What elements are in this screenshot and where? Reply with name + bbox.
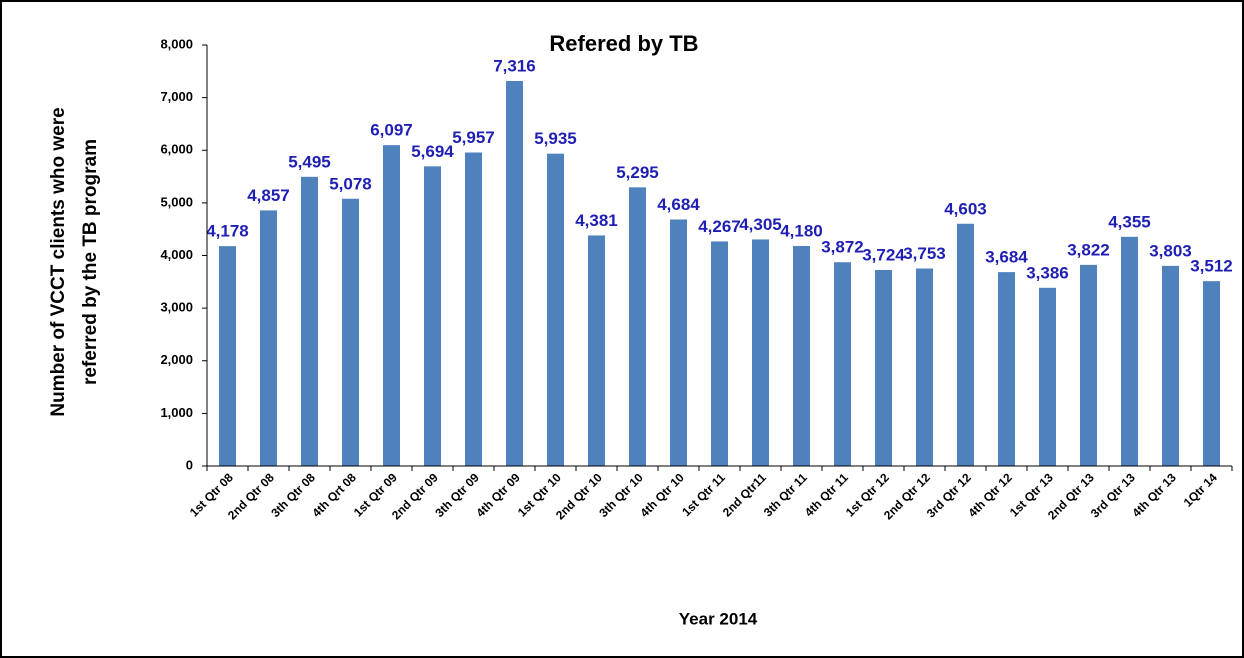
y-axis-title-line: referred by the TB program: [80, 139, 101, 385]
data-label: 5,295: [616, 163, 659, 182]
data-label: 7,316: [493, 56, 536, 75]
data-label: 3,386: [1026, 263, 1069, 282]
bar: [629, 187, 646, 466]
bar: [1080, 264, 1097, 466]
bar: [342, 198, 359, 466]
data-label: 3,803: [1149, 241, 1192, 260]
bar: [424, 166, 441, 466]
data-label: 3,684: [985, 248, 1028, 267]
bar: [383, 145, 400, 466]
bar: [834, 262, 851, 466]
bar: [1039, 287, 1056, 466]
bar: [998, 272, 1015, 466]
bar: [670, 219, 687, 466]
data-label: 4,857: [247, 186, 290, 205]
data-label: 5,694: [411, 142, 454, 161]
y-axis-title: Number of VCCT clients who were referred…: [48, 107, 101, 416]
y-tick-label: 5,000: [160, 194, 193, 209]
data-label: 5,078: [329, 174, 372, 193]
data-label: 4,178: [206, 222, 249, 241]
bar: [875, 270, 892, 466]
data-label: 4,305: [739, 215, 782, 234]
bar: [301, 176, 318, 466]
bar: [219, 246, 236, 466]
bar: [465, 152, 482, 466]
bar: [957, 223, 974, 466]
data-label: 4,267: [698, 217, 741, 236]
x-axis-title: Year 2014: [679, 609, 758, 628]
data-label: 6,097: [370, 121, 413, 140]
data-label: 4,684: [657, 195, 700, 214]
data-label: 3,512: [1190, 257, 1233, 276]
data-label: 3,724: [862, 246, 905, 265]
y-tick-label: 6,000: [160, 142, 193, 157]
bar: [547, 153, 564, 466]
data-label: 3,822: [1067, 240, 1110, 259]
chart-title: Refered by TB: [549, 31, 698, 56]
y-tick-label: 1,000: [160, 405, 193, 420]
y-tick-label: 3,000: [160, 300, 193, 315]
data-label: 4,355: [1108, 212, 1151, 231]
y-tick-label: 8,000: [160, 36, 193, 51]
data-label: 3,753: [903, 244, 946, 263]
bar: [711, 241, 728, 466]
bar: [1121, 236, 1138, 466]
bar: [1203, 281, 1220, 466]
y-axis-title-line: Number of VCCT clients who were: [48, 107, 69, 416]
y-tick-label: 0: [186, 457, 193, 472]
data-label: 5,957: [452, 128, 495, 147]
data-label: 5,495: [288, 152, 331, 171]
bar: [260, 210, 277, 466]
y-tick-label: 7,000: [160, 89, 193, 104]
y-tick-label: 2,000: [160, 352, 193, 367]
data-label: 4,180: [780, 222, 823, 241]
data-label: 5,935: [534, 129, 577, 148]
bar: [752, 239, 769, 466]
bar: [793, 246, 810, 466]
data-label: 4,381: [575, 211, 618, 230]
bar: [1162, 265, 1179, 466]
bar: [916, 268, 933, 466]
bar: [506, 80, 523, 467]
data-label: 3,872: [821, 238, 864, 257]
y-tick-label: 4,000: [160, 247, 193, 262]
bar: [588, 235, 605, 466]
data-label: 4,603: [944, 199, 987, 218]
